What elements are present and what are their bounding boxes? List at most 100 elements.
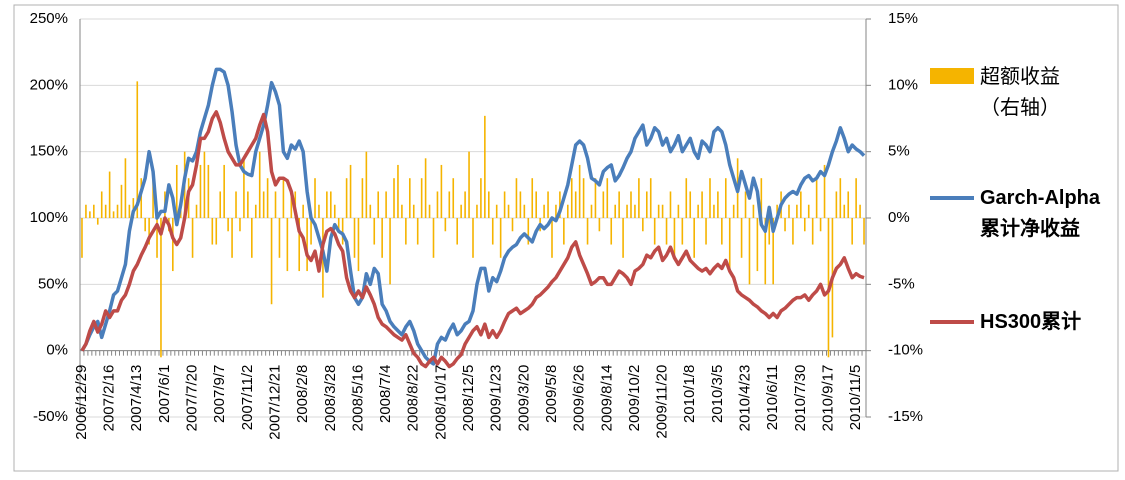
bar <box>128 204 131 218</box>
bar <box>527 218 530 245</box>
bar <box>365 151 368 218</box>
bar <box>468 151 470 218</box>
bar <box>104 204 107 218</box>
bar <box>756 218 759 272</box>
bar <box>673 218 676 258</box>
bar <box>618 191 620 218</box>
x-tick-label: 2007/12/21 <box>266 365 283 440</box>
bar <box>792 218 794 245</box>
x-tick-label: 2009/11/20 <box>654 365 671 439</box>
x-tick-label: 2009/5/8 <box>543 365 560 423</box>
bar <box>507 204 510 218</box>
bar <box>136 81 139 218</box>
y2-tick-label: 15% <box>888 10 918 27</box>
bar <box>203 151 206 218</box>
bar <box>721 218 723 245</box>
x-tick-label: 2008/12/5 <box>460 365 477 432</box>
bar <box>373 218 376 245</box>
bar <box>559 191 561 218</box>
bar <box>306 218 308 272</box>
x-tick-label: 2007/9/7 <box>211 365 228 423</box>
bar <box>713 204 715 218</box>
bar <box>274 191 277 218</box>
bar <box>405 218 407 245</box>
bar <box>634 204 636 218</box>
bar <box>689 191 692 218</box>
bar <box>863 218 865 245</box>
bar <box>630 191 632 218</box>
bar <box>231 218 233 258</box>
bar <box>448 191 451 218</box>
bar <box>681 218 684 245</box>
bar <box>594 178 597 218</box>
bar <box>96 218 99 225</box>
bar <box>160 218 162 358</box>
bar <box>377 191 380 218</box>
x-tick-label: 2008/7/4 <box>377 365 394 423</box>
bar <box>247 191 249 218</box>
bar <box>574 191 577 218</box>
bar <box>519 191 522 218</box>
bar <box>480 178 482 218</box>
x-tick-label: 2009/3/20 <box>515 365 532 432</box>
bar <box>709 178 711 218</box>
bar <box>653 218 656 245</box>
bar <box>815 178 818 218</box>
bar <box>677 204 680 218</box>
bar <box>302 204 304 218</box>
x-tick-label: 2008/8/22 <box>405 365 422 432</box>
bar <box>724 178 727 218</box>
bar <box>298 218 301 272</box>
bar <box>578 164 581 218</box>
bar <box>614 204 616 218</box>
bar <box>207 164 210 218</box>
bar <box>227 218 229 232</box>
bar <box>701 191 703 218</box>
x-tick-label: 2009/8/14 <box>598 365 615 432</box>
bar <box>784 218 786 232</box>
legend-label: HS300累计 <box>980 311 1082 333</box>
bar <box>120 184 123 218</box>
bar <box>464 191 466 218</box>
bar <box>685 178 688 218</box>
bar <box>385 191 387 218</box>
legend-label: 超额收益（右轴） <box>980 66 1060 119</box>
bar <box>626 204 628 218</box>
y-tick-label: 250% <box>30 10 68 27</box>
line <box>80 67 866 366</box>
bar <box>697 204 699 218</box>
bar <box>823 164 826 218</box>
bar <box>314 178 316 218</box>
bar <box>855 178 857 218</box>
bar <box>535 191 537 218</box>
x-tick-label: 2007/11/2 <box>239 365 256 431</box>
bar <box>456 218 459 245</box>
bar <box>440 164 443 218</box>
bar <box>191 218 194 258</box>
bar <box>851 218 853 245</box>
x-tick-label: 2008/3/28 <box>322 365 339 432</box>
bar <box>732 204 735 218</box>
x-tick-label: 2006/12/29 <box>73 365 90 440</box>
bar <box>602 191 605 218</box>
x-tick-label: 2009/6/26 <box>571 365 588 432</box>
bar <box>93 204 95 218</box>
bar <box>590 204 593 218</box>
x-tick-label: 2007/6/1 <box>156 365 173 423</box>
bar <box>199 164 202 218</box>
bar <box>491 218 494 245</box>
bar <box>776 204 778 218</box>
bar <box>211 218 214 245</box>
bar <box>472 218 474 258</box>
bar <box>432 218 435 258</box>
x-tick-label: 2008/5/16 <box>349 365 366 432</box>
bar <box>744 191 747 218</box>
bar <box>326 191 328 218</box>
bar <box>523 204 526 218</box>
bar <box>752 204 755 218</box>
bar <box>768 218 771 245</box>
bar <box>290 191 293 218</box>
bar <box>570 178 573 218</box>
legend-swatch <box>930 68 974 84</box>
bar <box>460 204 462 218</box>
